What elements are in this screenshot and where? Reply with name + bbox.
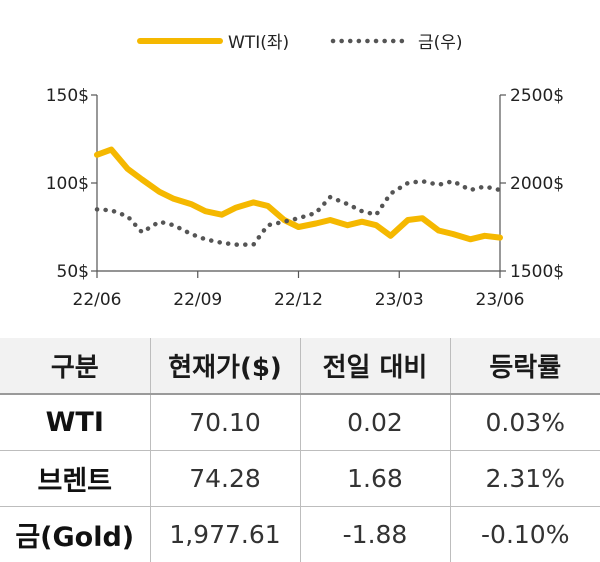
cell-change-rate: 2.31% bbox=[450, 451, 600, 507]
x-tick-label: 23/06 bbox=[476, 290, 525, 310]
table-row: 브렌트 74.28 1.68 2.31% bbox=[0, 451, 600, 507]
cell-change-rate: -0.10% bbox=[450, 507, 600, 562]
price-table: 구분 현재가($) 전일 대비 등락률 WTI 70.10 0.02 0.03%… bbox=[0, 338, 600, 562]
header-change: 전일 대비 bbox=[300, 338, 450, 394]
cell-current-price: 70.10 bbox=[150, 394, 300, 451]
cell-change: 1.68 bbox=[300, 451, 450, 507]
cell-current-price: 74.28 bbox=[150, 451, 300, 507]
y-left-tick-label: 150$ bbox=[46, 86, 89, 106]
y-right-tick-label: 2000$ bbox=[510, 174, 564, 194]
x-tick-label: 22/09 bbox=[173, 290, 222, 310]
cell-change: 0.02 bbox=[300, 394, 450, 451]
y-right-tick-label: 2500$ bbox=[510, 86, 564, 106]
cell-change: -1.88 bbox=[300, 507, 450, 562]
x-tick-label: 22/06 bbox=[73, 290, 122, 310]
x-tick-label: 23/03 bbox=[375, 290, 424, 310]
table-row: WTI 70.10 0.02 0.03% bbox=[0, 394, 600, 451]
cell-current-price: 1,977.61 bbox=[150, 507, 300, 562]
header-current-price: 현재가($) bbox=[150, 338, 300, 394]
y-left-tick-label: 100$ bbox=[46, 174, 89, 194]
line-chart: 150$ 100$ 50$ 2500$ 2000$ 1500$ 22/06 22/09 22/1… bbox=[0, 0, 600, 330]
header-category: 구분 bbox=[0, 338, 150, 394]
row-label: WTI bbox=[0, 394, 150, 451]
row-label: 브렌트 bbox=[0, 451, 150, 507]
x-tick-label: 22/12 bbox=[274, 290, 323, 310]
chart-area: 150$ 100$ 50$ 2500$ 2000$ 1500$ 22/06 22/09 22/1… bbox=[0, 0, 600, 330]
table-header-row: 구분 현재가($) 전일 대비 등락률 bbox=[0, 338, 600, 394]
y-left-tick-label: 50$ bbox=[57, 262, 89, 282]
y-right-tick-label: 1500$ bbox=[510, 262, 564, 282]
row-label: 금(Gold) bbox=[0, 507, 150, 562]
legend-wti-label: WTI(좌) bbox=[228, 33, 289, 53]
legend-gold-label: 금(우) bbox=[418, 33, 463, 53]
header-change-rate: 등락률 bbox=[450, 338, 600, 394]
table-row: 금(Gold) 1,977.61 -1.88 -0.10% bbox=[0, 507, 600, 562]
cell-change-rate: 0.03% bbox=[450, 394, 600, 451]
wti-series-line bbox=[97, 150, 500, 240]
